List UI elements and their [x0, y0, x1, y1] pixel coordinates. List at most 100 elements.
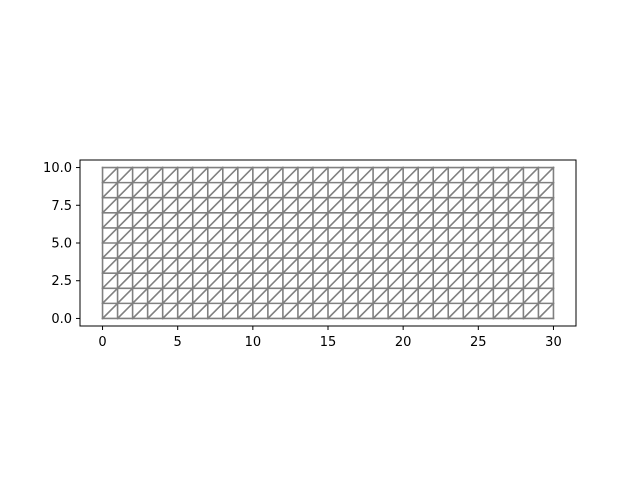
mesh-diagonal-line — [221, 302, 239, 320]
mesh-diagonal-line — [131, 241, 149, 260]
mesh-diagonal-line — [296, 287, 315, 305]
mesh-diagonal-line — [447, 181, 465, 199]
mesh-diagonal-line — [116, 287, 134, 305]
mesh-diagonal-line — [492, 166, 510, 184]
mesh-diagonal-line — [462, 226, 480, 245]
mesh-diagonal-line — [462, 196, 480, 214]
mesh-diagonal-line — [131, 226, 149, 245]
mesh-diagonal-line — [447, 272, 465, 290]
mesh-diagonal-line — [507, 241, 525, 260]
mesh-diagonal-line — [522, 287, 540, 305]
mesh-diagonal-line — [402, 211, 420, 230]
mesh-diagonal-line — [537, 166, 555, 184]
mesh-diagonal-line — [101, 226, 119, 245]
mesh-diagonal-line — [311, 196, 330, 214]
mesh-diagonal-line — [101, 256, 119, 275]
mesh-diagonal-line — [341, 166, 360, 184]
mesh-diagonal-line — [341, 211, 360, 230]
mesh-diagonal-line — [477, 256, 495, 275]
mesh-diagonal-line — [131, 256, 149, 275]
mesh-diagonal-line — [462, 211, 480, 230]
mesh-diagonal-line — [537, 287, 555, 305]
mesh-diagonal-line — [281, 256, 300, 275]
mesh-diagonal-line — [206, 256, 224, 275]
mesh-diagonal-line — [417, 256, 435, 275]
mesh-diagonal-line — [236, 196, 254, 214]
mesh-diagonal-line — [492, 256, 510, 275]
mesh-diagonal-line — [522, 181, 540, 199]
mesh-diagonal-line — [371, 211, 390, 230]
mesh-diagonal-line — [522, 241, 540, 260]
mesh-diagonal-line — [432, 211, 450, 230]
y-axis: 0.0 2.5 5.0 7.5 10.0 — [43, 161, 80, 327]
mesh-diagonal-line — [221, 196, 239, 214]
mesh-diagonal-line — [221, 226, 239, 245]
mesh-diagonal-line — [131, 287, 149, 305]
mesh-diagonal-line — [191, 302, 209, 320]
mesh-diagonal-line — [161, 256, 179, 275]
mesh-diagonal-line — [432, 287, 450, 305]
mesh-diagonal-line — [477, 181, 495, 199]
mesh-diagonal-line — [101, 211, 119, 230]
mesh-diagonal-line — [116, 226, 134, 245]
mesh-diagonal-line — [236, 166, 254, 184]
mesh-diagonal-line — [386, 272, 405, 290]
mesh-diagonal-line — [477, 211, 495, 230]
mesh-diagonal-line — [176, 181, 194, 199]
mesh-diagonal-line — [537, 226, 555, 245]
mesh-diagonal-line — [146, 302, 164, 320]
mesh-diagonal-line — [507, 196, 525, 214]
mesh-diagonal-line — [161, 241, 179, 260]
mesh-diagonal-line — [371, 256, 390, 275]
mesh-diagonal-line — [116, 302, 134, 320]
mesh-diagonal-line — [176, 302, 194, 320]
mesh-diagonal-line — [101, 302, 119, 320]
mesh-diagonal-line — [221, 166, 239, 184]
mesh-diagonal-line — [386, 166, 405, 184]
mesh-diagonal-line — [206, 287, 224, 305]
mesh-diagonal-line — [116, 196, 134, 214]
mesh-diagonal-line — [492, 226, 510, 245]
mesh-diagonal-line — [341, 302, 360, 320]
mesh-diagonal-line — [492, 302, 510, 320]
mesh-diagonal-line — [161, 226, 179, 245]
mesh-diagonal-line — [432, 166, 450, 184]
mesh-diagonal-line — [236, 256, 254, 275]
mesh-diagonal-line — [281, 166, 300, 184]
mesh-diagonal-line — [176, 166, 194, 184]
mesh-diagonal-line — [101, 241, 119, 260]
mesh-diagonal-line — [251, 256, 270, 275]
mesh-diagonal-line — [447, 166, 465, 184]
mesh-diagonal-line — [266, 272, 285, 290]
mesh-diagonal-line — [176, 226, 194, 245]
mesh-diagonal-line — [462, 287, 480, 305]
mesh-diagonal-line — [386, 256, 405, 275]
mesh-diagonal-line — [447, 226, 465, 245]
mesh-diagonal-line — [356, 211, 375, 230]
mesh-diagonal-line — [176, 196, 194, 214]
mesh-diagonal-line — [296, 302, 315, 320]
x-tick-label: 0 — [98, 335, 106, 350]
mesh-diagonal-line — [432, 181, 450, 199]
mesh-diagonal-line — [326, 166, 345, 184]
mesh-diagonal-line — [432, 226, 450, 245]
mesh-diagonal-line — [311, 302, 330, 320]
mesh-diagonal-line — [537, 196, 555, 214]
mesh-diagonal-line — [131, 272, 149, 290]
mesh-diagonal-line — [161, 302, 179, 320]
mesh-diagonal-line — [266, 241, 285, 260]
mesh-diagonal-line — [251, 302, 270, 320]
mesh-diagonal-line — [221, 256, 239, 275]
mesh-diagonal-line — [447, 211, 465, 230]
mesh-diagonal-line — [296, 241, 315, 260]
mesh-diagonal-line — [176, 256, 194, 275]
mesh-diagonal-line — [206, 272, 224, 290]
mesh-diagonal-line — [281, 211, 300, 230]
mesh-diagonal-line — [101, 196, 119, 214]
mesh-diagonal-line — [417, 302, 435, 320]
mesh-diagonal-line — [432, 196, 450, 214]
mesh-diagonal-line — [386, 241, 405, 260]
mesh-diagonal-line — [161, 211, 179, 230]
mesh-diagonal-line — [236, 226, 254, 245]
mesh-diagonal-line — [462, 166, 480, 184]
